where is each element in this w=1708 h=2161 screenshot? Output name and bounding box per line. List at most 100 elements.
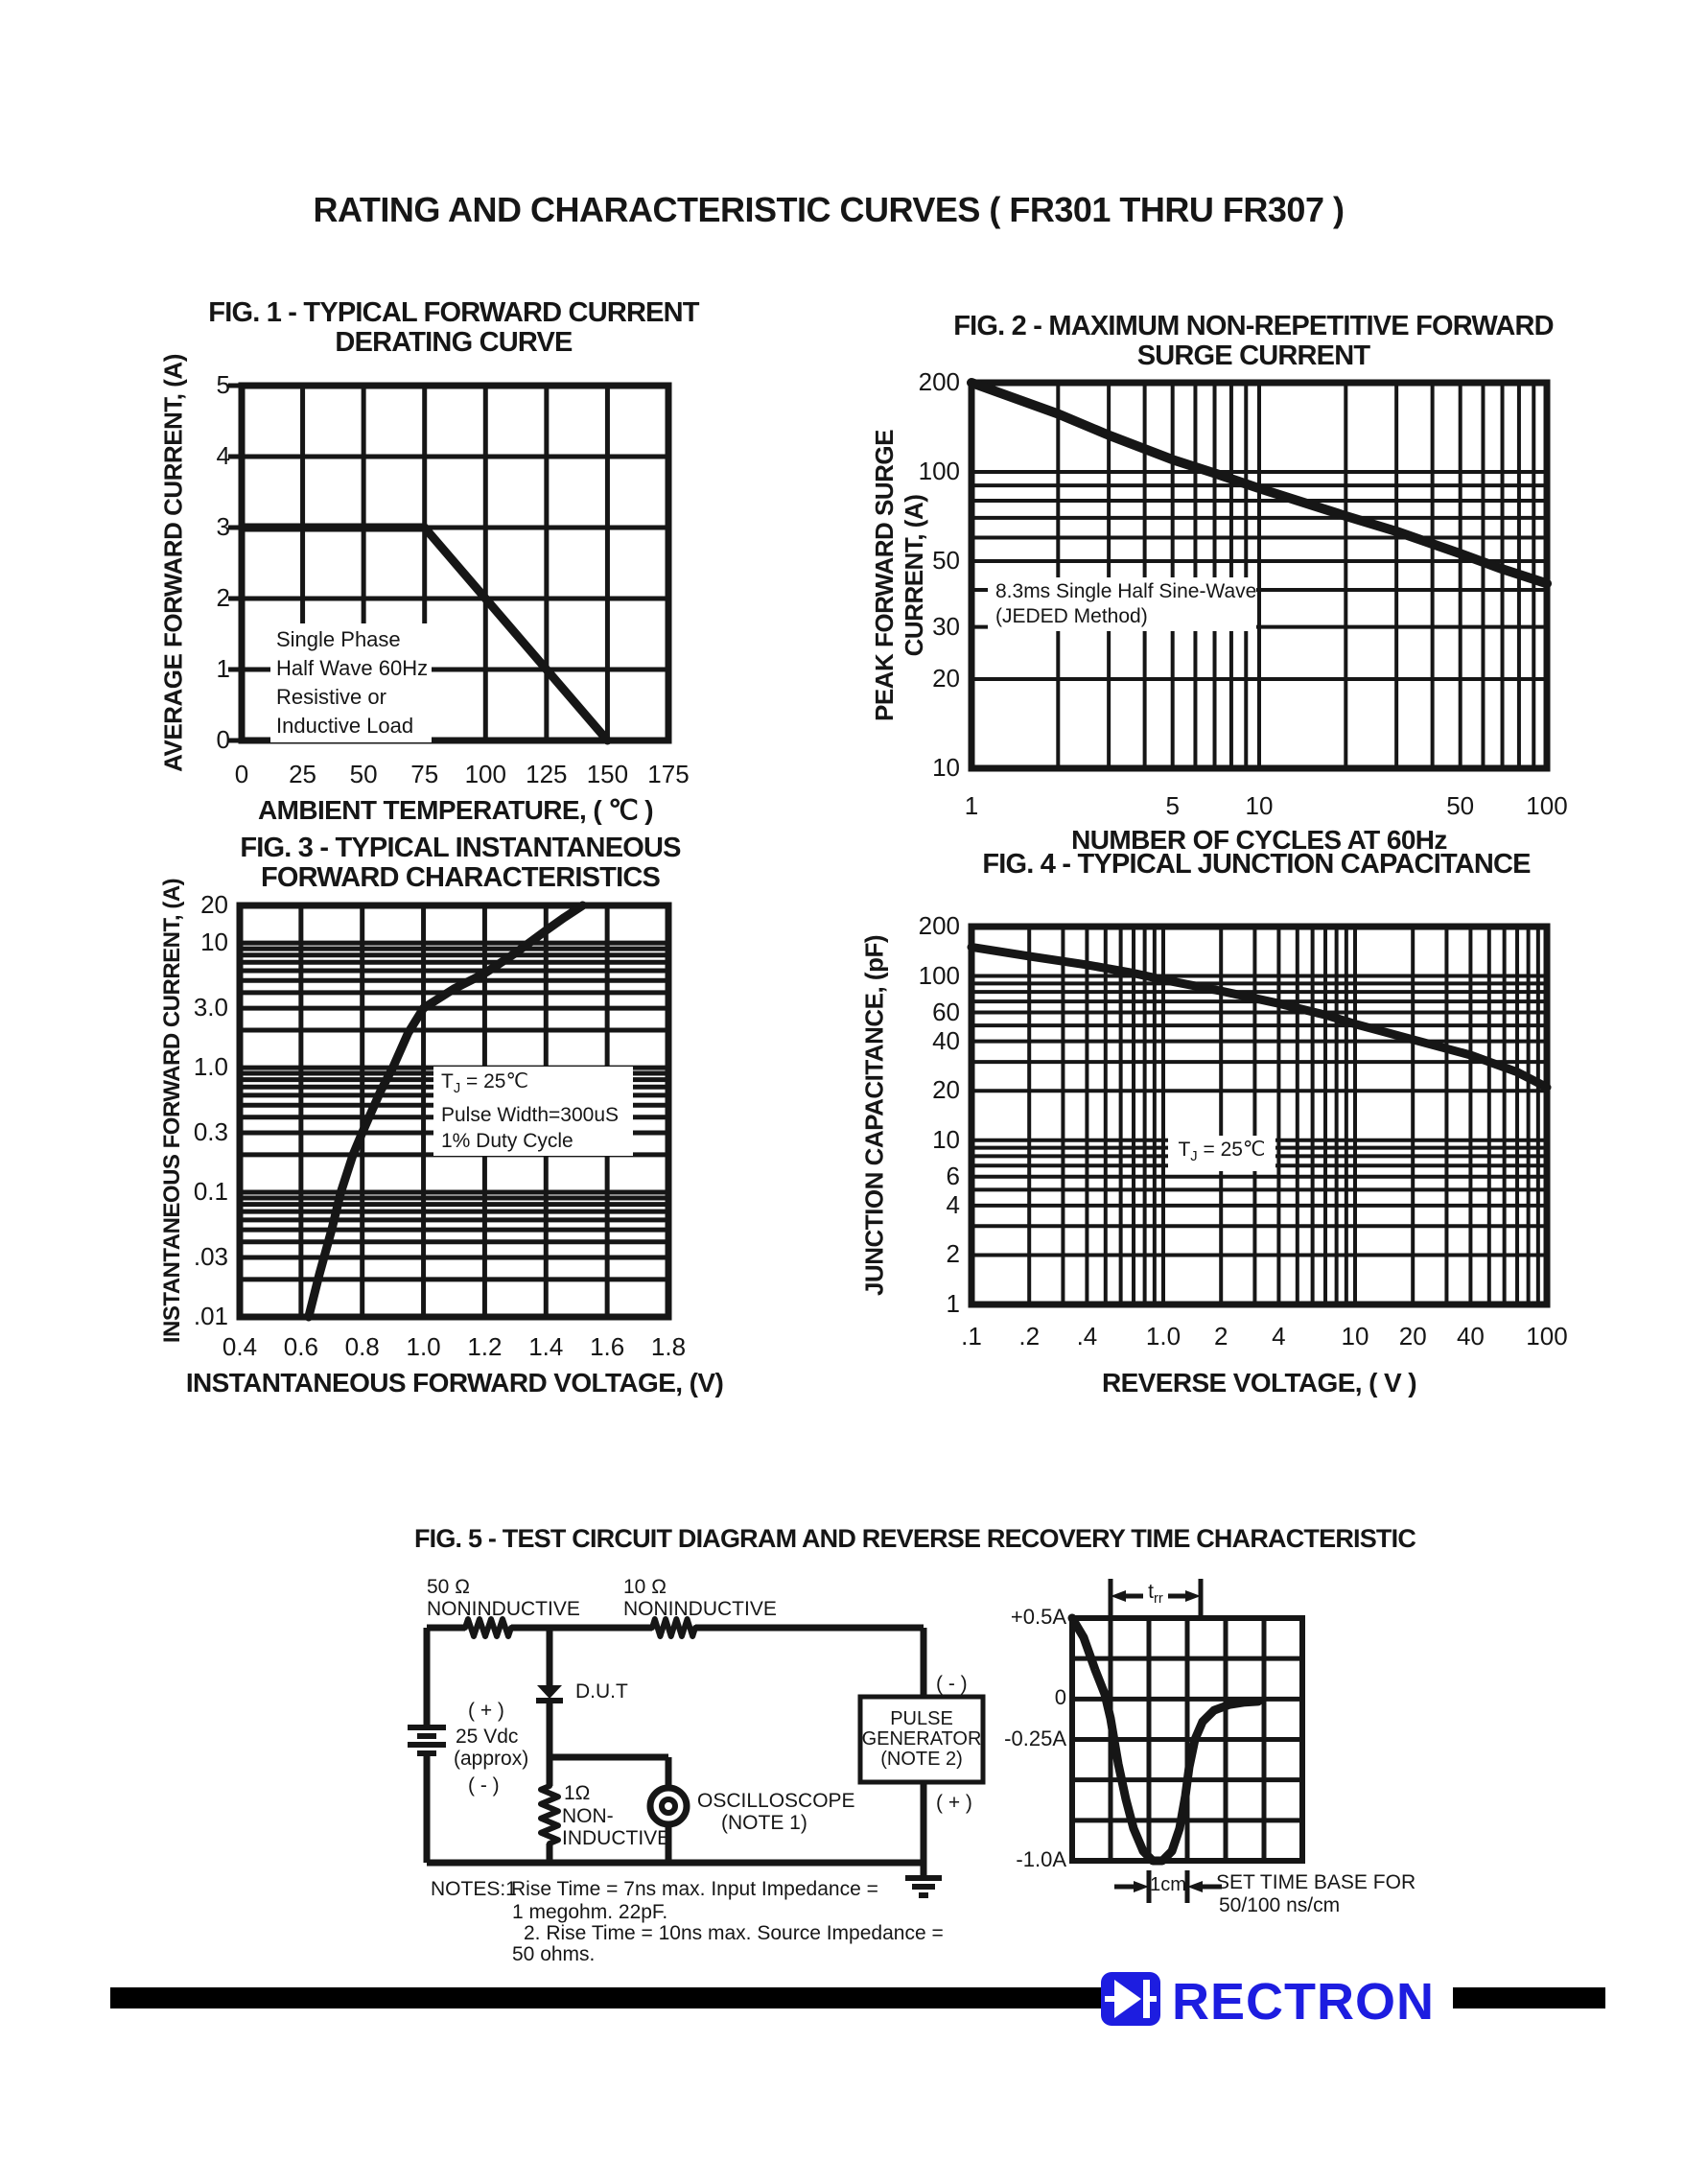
fig4-y-tick-9: 1 bbox=[946, 1289, 960, 1318]
fig3-x-tick-0: 0.4 bbox=[222, 1332, 258, 1361]
fig3-y-tick-1: 10 bbox=[200, 928, 228, 957]
fig4-y-tick-4: 20 bbox=[932, 1075, 960, 1105]
battery-approx-label: (approx) bbox=[454, 1748, 529, 1770]
fig2-annotation: 8.3ms Single Half Sine-Wave (JEDED Metho… bbox=[988, 577, 1256, 631]
pulse-generator-plus-label: ( + ) bbox=[936, 1792, 972, 1814]
page-title: RATING AND CHARACTERISTIC CURVES ( FR301… bbox=[313, 190, 1345, 229]
fig3-x-tick-3: 1.0 bbox=[406, 1332, 441, 1361]
diode-icon bbox=[1101, 1972, 1160, 2026]
fig4-annotation: TJ = 25℃ bbox=[1168, 1136, 1275, 1172]
fig4-curve bbox=[967, 942, 1552, 1092]
fig4-x-tick-2: .4 bbox=[1076, 1322, 1098, 1351]
fig3-y-tick-6: .03 bbox=[193, 1241, 228, 1271]
resistor3-line2-label: NON- bbox=[562, 1805, 614, 1827]
note2-line2: 50 ohms. bbox=[512, 1943, 596, 1965]
timebase-note-line2: 50/100 ns/cm bbox=[1219, 1894, 1341, 1916]
fig4-y-tick-0: 200 bbox=[918, 911, 960, 940]
fig5-title: FIG. 5 - TEST CIRCUIT DIAGRAM AND REVERS… bbox=[413, 1524, 1416, 1553]
fig4-y-tick-1: 100 bbox=[918, 960, 960, 990]
fig1-x-tick-2: 50 bbox=[349, 760, 378, 788]
fig3-y-tick-4: 0.3 bbox=[193, 1117, 228, 1147]
oscilloscope-label: OSCILLOSCOPE bbox=[697, 1790, 855, 1812]
oscilloscope-note-label: (NOTE 1) bbox=[721, 1812, 807, 1834]
fig3-y-tick-7: .01 bbox=[193, 1302, 228, 1330]
fig1-title: FIG. 1 - TYPICAL FORWARD CURRENT DERATIN… bbox=[208, 297, 699, 358]
notes-label: NOTES:1 bbox=[431, 1878, 517, 1900]
battery-voltage-label: 25 Vdc bbox=[456, 1726, 519, 1748]
resistor-icon bbox=[538, 1783, 561, 1846]
fig1-x-tick-7: 175 bbox=[647, 760, 690, 788]
resistor1-type-label: NONINDUCTIVE bbox=[427, 1598, 580, 1620]
waveform-y-tick-3: -1.0A bbox=[1016, 1847, 1066, 1871]
fig3-y-tick-0: 20 bbox=[200, 890, 228, 919]
pulse-generator-box-label: PULSE GENERATOR (NOTE 2) bbox=[861, 1708, 982, 1770]
oscilloscope-icon bbox=[659, 1797, 678, 1816]
dut-label: D.U.T bbox=[575, 1680, 628, 1703]
fig1-y-tick-5: 0 bbox=[216, 725, 230, 754]
footer-rule-right bbox=[1453, 1987, 1605, 2008]
pulse-generator-minus-label: ( - ) bbox=[936, 1673, 968, 1695]
fig1-y-tick-2: 3 bbox=[216, 512, 230, 541]
dut-diode-icon bbox=[537, 1685, 562, 1699]
rectron-wordmark: RECTRON bbox=[1172, 1973, 1435, 2031]
fig2-y-tick-4: 20 bbox=[932, 663, 960, 693]
fig4-x-tick-4: 2 bbox=[1213, 1322, 1228, 1351]
fig4-y-tick-3: 40 bbox=[932, 1025, 960, 1055]
fig3-x-tick-2: 0.8 bbox=[344, 1332, 380, 1361]
fig4-x-axis-title: REVERSE VOLTAGE, ( V ) bbox=[1101, 1368, 1417, 1398]
fig4-x-tick-1: .2 bbox=[1018, 1322, 1041, 1351]
fig1-curve bbox=[237, 523, 612, 745]
fig3-y-tick-3: 1.0 bbox=[193, 1052, 228, 1082]
fig2-plot-border bbox=[968, 379, 1551, 772]
fig1-x-tick-1: 25 bbox=[289, 760, 317, 788]
fig2-x-tick-0: 1 bbox=[964, 791, 979, 820]
fig3-plot-border bbox=[236, 902, 672, 1321]
fig4-x-tick-9: 100 bbox=[1526, 1322, 1568, 1351]
arrow-icon bbox=[1111, 1590, 1126, 1602]
battery-minus-label: ( - ) bbox=[468, 1774, 500, 1797]
fig4-y-tick-5: 10 bbox=[932, 1124, 960, 1154]
fig4-plot-border bbox=[968, 923, 1551, 1308]
fig2-y-tick-0: 200 bbox=[918, 367, 960, 396]
cm-label: 1cm bbox=[1150, 1874, 1186, 1895]
resistor2-type-label: NONINDUCTIVE bbox=[623, 1598, 777, 1620]
fig3-x-axis-title: INSTANTANEOUS FORWARD VOLTAGE, (V) bbox=[185, 1368, 724, 1398]
fig2-y-tick-1: 100 bbox=[918, 457, 960, 485]
fig3-title: FIG. 3 - TYPICAL INSTANTANEOUS FORWARD C… bbox=[240, 833, 681, 893]
fig4-title: FIG. 4 - TYPICAL JUNCTION CAPACITANCE bbox=[982, 849, 1531, 880]
resistor-icon bbox=[649, 1616, 698, 1639]
fig3-x-tick-1: 0.6 bbox=[283, 1332, 318, 1361]
fig2-y-tick-2: 50 bbox=[932, 546, 960, 575]
waveform-y-tick-0: +0.5A bbox=[1010, 1605, 1066, 1629]
fig1-y-tick-1: 4 bbox=[216, 441, 230, 470]
resistor2-value-label: 10 Ω bbox=[623, 1576, 667, 1598]
resistor3-line3-label: INDUCTIVE bbox=[562, 1827, 671, 1849]
fig4-y-tick-8: 2 bbox=[946, 1239, 960, 1269]
resistor-icon bbox=[462, 1616, 514, 1639]
fig1-x-tick-4: 100 bbox=[464, 760, 506, 788]
fig2-x-axis-title: NUMBER OF CYCLES AT 60Hz bbox=[1071, 825, 1447, 855]
fig4-x-tick-3: 1.0 bbox=[1145, 1322, 1182, 1351]
fig1-x-tick-0: 0 bbox=[234, 760, 249, 788]
footer-rule-left bbox=[110, 1987, 1101, 2008]
fig2-x-tick-3: 50 bbox=[1446, 791, 1475, 820]
fig1-y-tick-4: 1 bbox=[216, 654, 230, 683]
resistor3-value-label: 1Ω bbox=[564, 1782, 591, 1804]
resistor1-value-label: 50 Ω bbox=[427, 1576, 470, 1598]
fig1-x-axis-title: AMBIENT TEMPERATURE, ( ℃ ) bbox=[258, 795, 654, 825]
fig2-curve bbox=[967, 378, 1552, 589]
fig3-y-tick-5: 0.1 bbox=[193, 1177, 228, 1207]
arrow-icon bbox=[1185, 1590, 1201, 1602]
fig3-x-tick-4: 1.2 bbox=[467, 1332, 503, 1361]
fig1-annotation: Single Phase Half Wave 60Hz Resistive or… bbox=[270, 623, 432, 742]
rectron-logo-mark bbox=[1101, 1972, 1160, 2026]
fig3-x-tick-6: 1.6 bbox=[590, 1332, 625, 1361]
fig1-y-axis-title: AVERAGE FORWARD CURRENT, (A) bbox=[158, 354, 188, 772]
waveform-border bbox=[1069, 1615, 1305, 1864]
arrow-icon bbox=[1134, 1881, 1149, 1892]
fig1-plot-border bbox=[238, 382, 672, 744]
fig3-x-tick-7: 1.8 bbox=[650, 1332, 687, 1361]
fig1-x-tick-3: 75 bbox=[410, 760, 439, 788]
fig2-y-tick-5: 10 bbox=[932, 753, 960, 782]
note1-line1: Rise Time = 7ns max. Input Impedance = bbox=[511, 1878, 878, 1900]
